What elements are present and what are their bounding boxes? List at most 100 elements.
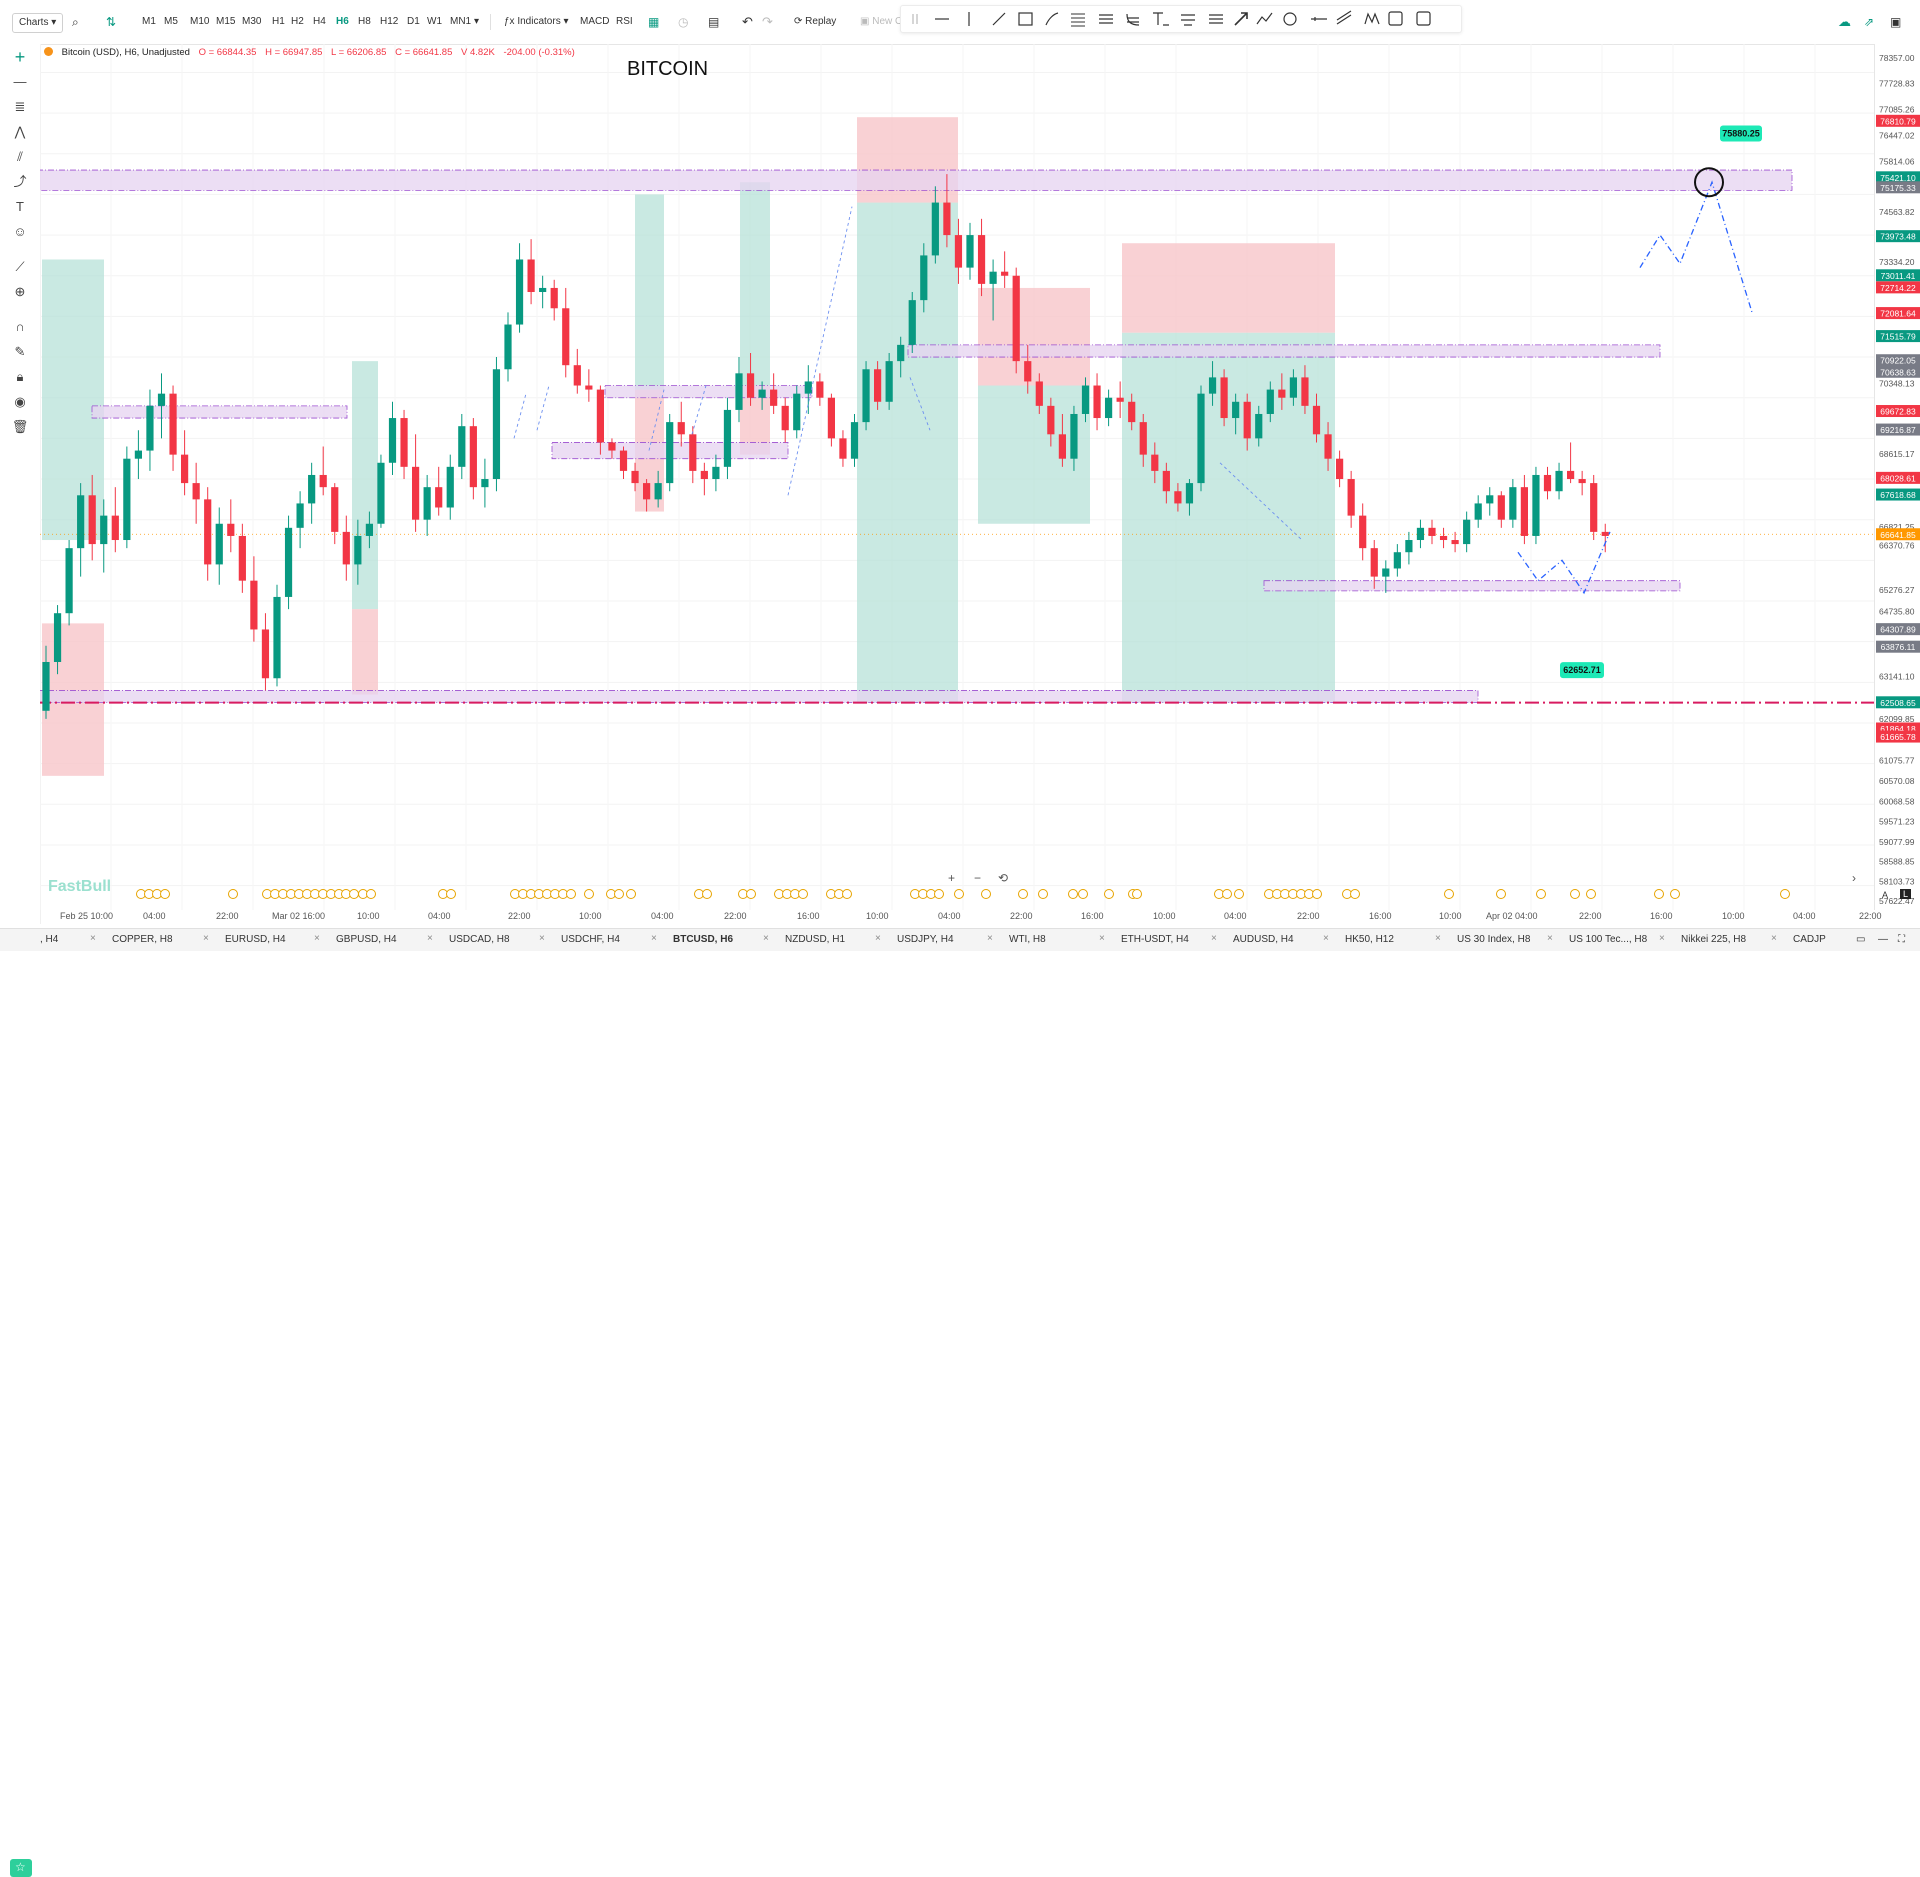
candle[interactable]	[712, 454, 720, 492]
screenshot-icon[interactable]: ▣	[1890, 15, 1902, 29]
templates-icon[interactable]: ▦	[648, 15, 660, 29]
candle[interactable]	[1567, 442, 1575, 484]
price-badge[interactable]: 75175.33	[1876, 181, 1920, 194]
symbol-tab[interactable]: GBPUSD, H4	[336, 934, 397, 945]
candle[interactable]	[1162, 462, 1170, 504]
candle[interactable]	[296, 491, 304, 549]
timeframe-m10[interactable]: M10	[190, 16, 210, 27]
candle[interactable]	[308, 462, 316, 524]
trade-zone[interactable]	[352, 609, 378, 695]
candle[interactable]	[504, 312, 512, 382]
candle[interactable]	[1105, 389, 1113, 427]
price-badge[interactable]: 70922.05	[1876, 354, 1920, 367]
price-chart[interactable]: 75880.25 62652.71	[36, 44, 1874, 910]
fullscreen-icon[interactable]: ⛶	[1898, 934, 1905, 945]
candle[interactable]	[1336, 450, 1344, 488]
candle[interactable]	[331, 483, 339, 545]
candle[interactable]	[943, 174, 951, 248]
sr-band[interactable]	[36, 169, 1793, 191]
symbol-tab[interactable]: WTI, H8	[1009, 934, 1046, 945]
candle[interactable]	[527, 239, 535, 305]
candle[interactable]	[146, 389, 154, 471]
candle[interactable]	[181, 430, 189, 496]
candle[interactable]	[400, 409, 408, 480]
sr-band[interactable]	[604, 385, 813, 399]
close-tab-icon[interactable]: ×	[1659, 933, 1665, 944]
candle[interactable]	[469, 418, 477, 500]
trend-line-icon[interactable]: —	[13, 74, 27, 89]
macd-button[interactable]: MACD	[580, 16, 610, 27]
candle[interactable]	[619, 446, 628, 480]
trend-path[interactable]	[691, 385, 707, 435]
symbol-tab[interactable]: HK50, H12	[1345, 934, 1394, 945]
support-label[interactable]: 62652.71	[1560, 662, 1604, 679]
timeframe-dropdown-icon[interactable]: ▾	[474, 16, 480, 27]
symbol-tab[interactable]: ETH-USDT, H4	[1121, 934, 1189, 945]
candle[interactable]	[1001, 251, 1009, 288]
event-marker[interactable]	[1222, 889, 1232, 899]
price-badge[interactable]: 73011.41	[1876, 269, 1920, 282]
candle[interactable]	[897, 336, 905, 378]
event-marker[interactable]	[228, 889, 238, 899]
candle[interactable]	[53, 605, 62, 675]
candle[interactable]	[770, 373, 778, 414]
candle[interactable]	[1047, 397, 1055, 447]
candle[interactable]	[781, 397, 789, 443]
candle[interactable]	[550, 279, 558, 321]
candle[interactable]	[273, 584, 281, 687]
timeframe-h2[interactable]: H2	[291, 16, 304, 27]
eye-icon[interactable]: ◉	[14, 394, 26, 409]
close-tab-icon[interactable]: ×	[1099, 933, 1105, 944]
candle[interactable]	[746, 352, 755, 406]
drawing-tools-icons[interactable]	[901, 6, 1461, 32]
candle[interactable]	[1509, 479, 1517, 528]
candle[interactable]	[1439, 527, 1448, 549]
crosshair-icon[interactable]: +	[14, 47, 26, 67]
candle[interactable]	[1451, 531, 1459, 553]
symbol-tab[interactable]: CADJP	[1793, 934, 1826, 945]
event-marker[interactable]	[584, 889, 594, 899]
event-marker[interactable]	[1350, 889, 1360, 899]
close-tab-icon[interactable]: ×	[427, 933, 433, 944]
candle[interactable]	[862, 361, 870, 431]
candle[interactable]	[562, 287, 570, 378]
candle[interactable]	[1382, 560, 1390, 593]
symbol-tab[interactable]: EURUSD, H4	[225, 934, 286, 945]
price-badge[interactable]: 70638.63	[1876, 365, 1920, 378]
candle[interactable]	[689, 426, 697, 484]
indicators-button[interactable]: ƒx Indicators ▾	[504, 16, 569, 27]
candle[interactable]	[1035, 373, 1043, 414]
trade-zone[interactable]	[352, 361, 378, 610]
symbol-tab[interactable]: US 100 Tec..., H8	[1569, 934, 1648, 945]
close-tab-icon[interactable]: ×	[314, 933, 320, 944]
symbol-tab[interactable]: COPPER, H8	[112, 934, 173, 945]
bearish-projection[interactable]	[1517, 531, 1611, 595]
price-badge[interactable]: 63876.11	[1876, 640, 1920, 653]
candle[interactable]	[412, 434, 420, 532]
candle[interactable]	[1266, 381, 1274, 423]
event-marker[interactable]	[614, 889, 624, 899]
symbol-tab[interactable]: US 30 Index, H8	[1457, 934, 1531, 945]
candle[interactable]	[585, 369, 593, 402]
candle[interactable]	[1058, 413, 1066, 467]
candle[interactable]	[492, 357, 501, 492]
price-badge[interactable]: 64307.89	[1876, 623, 1920, 636]
candle[interactable]	[966, 222, 974, 280]
candle[interactable]	[874, 361, 882, 410]
timeframe-m30[interactable]: M30	[242, 16, 262, 27]
candle[interactable]	[1128, 393, 1136, 431]
event-marker[interactable]	[1586, 889, 1596, 899]
event-marker[interactable]	[1570, 889, 1580, 899]
timeframe-m5[interactable]: M5	[164, 16, 178, 27]
candle[interactable]	[77, 483, 85, 577]
scroll-right-icon[interactable]: ›	[1852, 871, 1856, 885]
fib-icon[interactable]: ⫽	[17, 149, 23, 164]
price-badge[interactable]: 72081.64	[1876, 307, 1920, 320]
symbol-tab[interactable]: NZDUSD, H1	[785, 934, 846, 945]
timeframe-h1[interactable]: H1	[272, 16, 285, 27]
event-markers[interactable]	[136, 889, 1790, 899]
candle[interactable]	[88, 474, 96, 561]
zoom-out-button[interactable]: −	[974, 871, 982, 885]
price-badge[interactable]: 61665.78	[1876, 730, 1920, 743]
timeframe-w1[interactable]: W1	[427, 16, 442, 27]
